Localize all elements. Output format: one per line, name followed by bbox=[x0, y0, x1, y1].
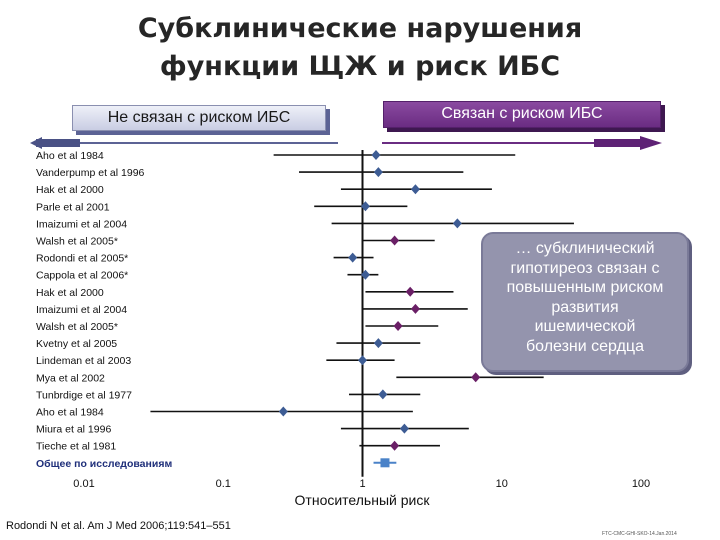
study-estimate-marker bbox=[390, 440, 400, 451]
study-estimate-marker bbox=[373, 338, 383, 349]
title-line-1: Субклинические нарушения bbox=[137, 13, 583, 44]
source-footnote: Rodondi N et al. Am J Med 2006;119:541–5… bbox=[6, 520, 231, 532]
study-label: Tunbrdige et al 1977 bbox=[36, 389, 132, 401]
study-estimate-marker bbox=[471, 372, 481, 383]
x-tick-label: 100 bbox=[632, 478, 650, 490]
study-estimate-marker bbox=[360, 269, 370, 280]
x-tick-label: 0.01 bbox=[73, 478, 94, 490]
study-label: Vanderpump et al 1996 bbox=[36, 167, 145, 179]
study-marks bbox=[150, 150, 574, 468]
corner-code: FTC-CMC-GHI-SKO-14.Jan.2014 bbox=[602, 531, 677, 537]
study-estimate-marker bbox=[278, 406, 288, 417]
x-tick-label: 1 bbox=[359, 478, 365, 490]
study-label: Cappola et al 2006* bbox=[36, 270, 128, 282]
study-label: Общее по исследованиям bbox=[36, 458, 172, 470]
callout-line: развития bbox=[551, 298, 619, 316]
slide-title: Субклинические нарушения функции ЩЖ и ри… bbox=[0, 10, 720, 86]
study-label: Miura et al 1996 bbox=[36, 424, 111, 436]
study-label: Walsh et al 2005* bbox=[36, 321, 118, 333]
study-label: Aho et al 1984 bbox=[36, 407, 104, 419]
study-label: Parle et al 2001 bbox=[36, 201, 110, 213]
study-estimate-marker bbox=[410, 184, 420, 195]
callout-line: … субклинический bbox=[515, 240, 655, 257]
study-estimate-marker bbox=[393, 321, 403, 331]
summary-estimate-marker bbox=[380, 458, 390, 468]
study-label: Walsh et al 2005* bbox=[36, 236, 118, 248]
left-arrow-block bbox=[36, 139, 80, 147]
callout-line: ишемической bbox=[534, 318, 636, 335]
study-label: Hak et al 2000 bbox=[36, 287, 104, 299]
callout-line: гипотиреоз связан с bbox=[510, 259, 660, 277]
study-label: Lindeman et al 2003 bbox=[36, 355, 131, 367]
study-label: Imaizumi et al 2004 bbox=[36, 304, 127, 316]
right-arrow-block bbox=[594, 139, 640, 147]
conclusion-callout: … субклинический гипотиреоз связан с пов… bbox=[481, 232, 689, 372]
study-label: Rodondi et al 2005* bbox=[36, 253, 128, 265]
study-estimate-marker bbox=[399, 423, 409, 434]
right-arrow-head bbox=[640, 136, 662, 150]
study-label: Mya et al 2002 bbox=[36, 372, 105, 384]
x-tick-label: 10 bbox=[496, 478, 508, 490]
study-estimate-marker bbox=[378, 389, 388, 400]
study-label: Aho et al 1984 bbox=[36, 150, 104, 162]
study-label: Tieche et al 1981 bbox=[36, 441, 116, 453]
callout-line: повышенным риском bbox=[506, 279, 664, 296]
study-label: Imaizumi et al 2004 bbox=[36, 218, 127, 230]
study-estimate-marker bbox=[410, 303, 420, 314]
callout-line: болезни сердца bbox=[526, 337, 644, 355]
study-label: Kvetny et al 2005 bbox=[36, 338, 117, 350]
study-estimate-marker bbox=[390, 235, 400, 246]
study-estimate-marker bbox=[360, 201, 370, 212]
study-labels: Aho et al 1984 Vanderpump et al 1996 Hak e… bbox=[36, 150, 172, 470]
x-axis-ticks: 0.01 0.1 1 10 100 bbox=[73, 478, 650, 490]
associated-label: Связан с риском ИБС bbox=[383, 101, 661, 128]
study-estimate-marker bbox=[358, 355, 367, 366]
direction-arrows bbox=[30, 136, 662, 150]
not-associated-label: Не связан с риском ИБС bbox=[72, 105, 326, 131]
title-line-2: функции ЩЖ и риск ИБС bbox=[159, 51, 561, 82]
study-label: Hak et al 2000 bbox=[36, 184, 104, 196]
study-estimate-marker bbox=[373, 167, 383, 178]
x-axis-label: Относительный риск bbox=[295, 492, 431, 508]
study-estimate-marker bbox=[452, 218, 462, 229]
study-estimate-marker bbox=[405, 286, 415, 297]
x-tick-label: 0.1 bbox=[216, 478, 231, 490]
study-estimate-marker bbox=[348, 252, 358, 263]
study-estimate-marker bbox=[371, 150, 381, 160]
